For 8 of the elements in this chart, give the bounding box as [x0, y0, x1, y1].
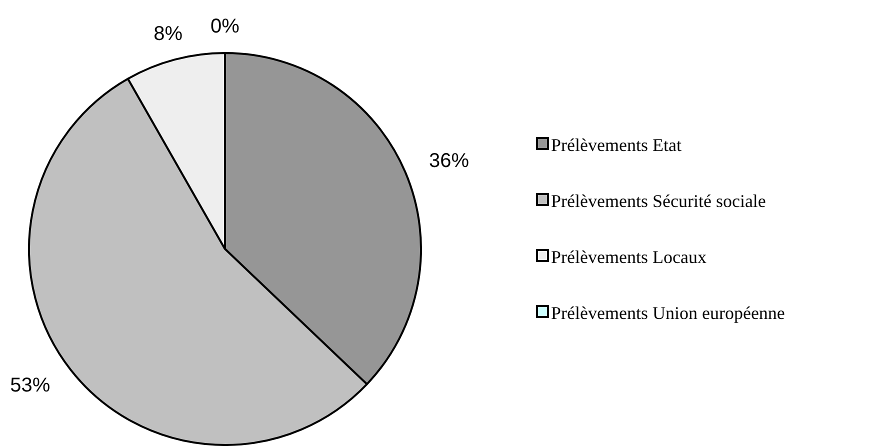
legend-label: Prélèvements Sécurité sociale [551, 190, 767, 212]
data-label: 53% [10, 374, 50, 396]
data-label: 8% [154, 22, 183, 45]
data-label: 36% [429, 150, 470, 172]
text: 0% [210, 16, 240, 38]
legend-label: Prélèvements Union européenne [551, 302, 786, 324]
legend-label: Prélèvements Locaux [551, 246, 708, 268]
legend-label: Prélèvements Etat [551, 134, 682, 156]
